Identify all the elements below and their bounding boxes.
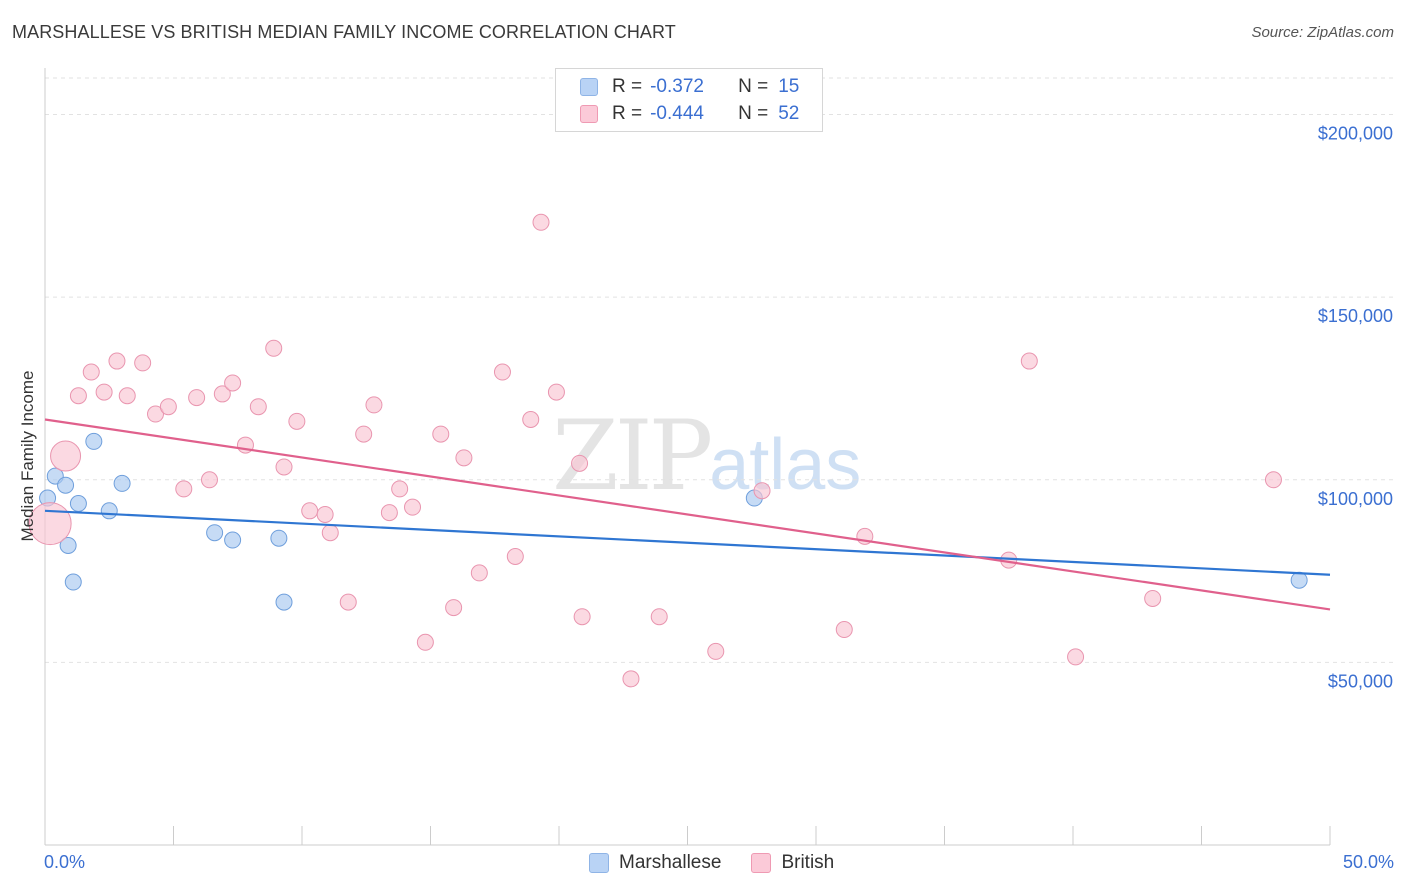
- british-point: [339, 593, 357, 611]
- british-point: [1067, 648, 1085, 666]
- marshallese-point: [224, 531, 242, 549]
- n-label: N =: [738, 76, 769, 97]
- marshallese-point: [64, 573, 82, 591]
- marshallese-trend-line: [44, 509, 1331, 576]
- marshallese-swatch: [580, 78, 598, 96]
- british-point: [455, 449, 473, 467]
- british-point: [391, 480, 409, 498]
- y-axis-label: Median Family Income: [18, 370, 37, 542]
- british-legend-swatch: [751, 853, 772, 873]
- x-tick-label-max: 50.0%: [1342, 852, 1394, 872]
- british-point: [355, 425, 373, 443]
- british-point: [707, 642, 725, 660]
- british-point: [28, 502, 72, 546]
- british-point: [301, 502, 319, 520]
- british-point: [200, 471, 218, 489]
- british-point: [321, 524, 339, 542]
- british-point: [380, 504, 398, 522]
- british-point: [622, 670, 640, 688]
- british-point: [50, 440, 82, 472]
- marshallese-legend-swatch: [589, 853, 609, 873]
- british-point: [118, 387, 136, 405]
- n-value: 15: [778, 76, 800, 97]
- british-trend-line: [44, 418, 1331, 611]
- british-point: [573, 608, 591, 626]
- british-point: [147, 405, 165, 423]
- british-point: [365, 396, 383, 414]
- british-point: [445, 599, 463, 617]
- british-point: [522, 410, 540, 428]
- british-point: [835, 621, 853, 639]
- british-point: [69, 387, 87, 405]
- y-tick-label: $50,000: [1328, 671, 1393, 691]
- british-point: [650, 608, 668, 626]
- legend-row-british: R = -0.444 N = 52: [556, 101, 799, 127]
- correlation-legend: R = -0.372 N = 15 R = -0.444 N = 52: [555, 68, 823, 132]
- british-point: [316, 505, 334, 523]
- british-point: [224, 374, 242, 392]
- british-point: [1144, 589, 1162, 607]
- marshallese-point: [85, 432, 103, 450]
- british-point: [432, 425, 450, 443]
- british-point: [82, 363, 100, 381]
- marshallese-point: [270, 529, 288, 547]
- n-value: 52: [778, 103, 800, 124]
- marshallese-point: [206, 524, 224, 542]
- british-point: [493, 363, 511, 381]
- british-point: [547, 383, 565, 401]
- british-point: [1020, 352, 1038, 370]
- r-label: R =: [612, 103, 643, 124]
- legend-item-british[interactable]: British: [751, 852, 834, 874]
- british-swatch: [580, 105, 598, 123]
- marshallese-point: [100, 502, 118, 520]
- x-tick-label-min: 0.0%: [44, 852, 86, 872]
- marshallese-point: [69, 495, 87, 513]
- british-point: [288, 412, 306, 430]
- series-legend: Marshallese British: [589, 852, 864, 874]
- marshallese-point: [57, 476, 75, 494]
- british-point: [532, 213, 550, 231]
- y-tick-label: $200,000: [1318, 124, 1393, 144]
- british-point: [213, 385, 231, 403]
- british-point: [416, 633, 434, 651]
- y-tick-label: $100,000: [1318, 489, 1393, 509]
- british-point: [188, 389, 206, 407]
- r-value: -0.372: [650, 76, 704, 97]
- british-point: [108, 352, 126, 370]
- british-point: [506, 547, 524, 565]
- marshallese-point: [275, 593, 293, 611]
- marshallese-point: [1290, 571, 1308, 589]
- watermark-atlas: atlas: [709, 425, 862, 505]
- marshallese-point: [59, 537, 77, 555]
- british-point: [753, 482, 771, 500]
- r-value: -0.444: [650, 103, 704, 124]
- n-label: N =: [738, 103, 769, 124]
- legend-label-marshallese: Marshallese: [619, 852, 722, 873]
- british-point: [249, 398, 267, 416]
- british-point: [571, 454, 589, 472]
- british-point: [1264, 471, 1282, 489]
- legend-item-marshallese[interactable]: Marshallese: [589, 852, 721, 874]
- source-label: Source: ZipAtlas.com: [1251, 24, 1394, 41]
- british-point: [404, 498, 422, 516]
- british-point: [134, 354, 152, 372]
- british-point: [470, 564, 488, 582]
- british-point: [265, 339, 283, 357]
- british-point: [95, 383, 113, 401]
- legend-row-marshallese: R = -0.372 N = 15: [556, 74, 799, 100]
- chart-title: MARSHALLESE VS BRITISH MEDIAN FAMILY INC…: [12, 22, 676, 42]
- british-point: [275, 458, 293, 476]
- r-label: R =: [612, 76, 643, 97]
- british-point: [175, 480, 193, 498]
- legend-label-british: British: [781, 852, 835, 873]
- british-point: [159, 398, 177, 416]
- y-tick-label: $150,000: [1318, 306, 1393, 326]
- marshallese-point: [113, 474, 131, 492]
